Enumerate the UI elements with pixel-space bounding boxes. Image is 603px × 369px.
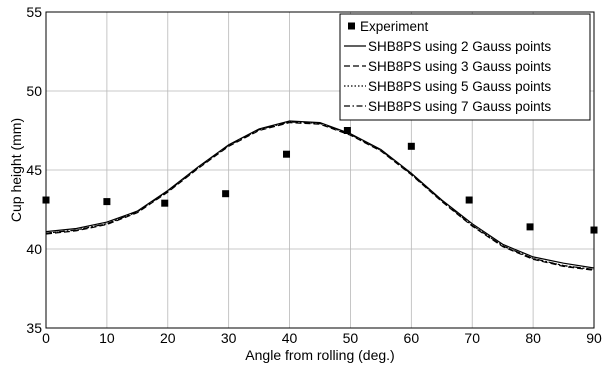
experiment-point — [343, 127, 351, 134]
x-tick-label: 60 — [404, 330, 420, 346]
x-tick-label: 40 — [282, 330, 298, 346]
experiment-point — [526, 223, 534, 231]
experiment-point — [283, 150, 291, 158]
experiment-point — [161, 199, 169, 207]
experiment-point — [222, 190, 230, 198]
y-tick-label: 55 — [26, 4, 42, 20]
legend-label-0: Experiment — [360, 19, 429, 34]
y-tick-label: 40 — [26, 241, 42, 257]
legend-box — [339, 13, 591, 121]
y-tick-label: 50 — [26, 83, 42, 99]
x-tick-label: 70 — [464, 330, 480, 346]
x-tick-label: 10 — [99, 330, 115, 346]
series-line-1 — [45, 120, 595, 269]
legend-label-4: SHB8PS using 7 Gauss points — [368, 99, 551, 114]
y-tick-label: 35 — [26, 320, 42, 336]
legend-marker-experiment — [348, 22, 355, 30]
tick-labels: 0 10 20 30 40 50 60 70 80 90 35 40 45 50 55 — [26, 4, 602, 346]
series-lines — [45, 120, 595, 271]
series-line-2 — [45, 121, 595, 271]
x-tick-label: 90 — [586, 330, 602, 346]
experiment-point — [407, 142, 415, 150]
y-tick-label: 45 — [26, 162, 42, 178]
experiment-point — [465, 196, 473, 204]
plot-frame — [45, 11, 595, 329]
y-axis-label: Cup height (mm) — [8, 118, 24, 222]
legend-label-1: SHB8PS using 2 Gauss points — [368, 39, 551, 54]
x-tick-label: 30 — [221, 330, 237, 346]
experiment-point — [103, 198, 111, 206]
legend-label-2: SHB8PS using 3 Gauss points — [368, 59, 551, 74]
x-tick-label: 20 — [160, 330, 176, 346]
legend-label-3: SHB8PS using 5 Gauss points — [368, 79, 551, 94]
x-tick-label: 80 — [525, 330, 541, 346]
x-tick-label: 50 — [343, 330, 359, 346]
legend: Experiment SHB8PS using 2 Gauss points SHB… — [339, 13, 591, 121]
series-line-4 — [45, 121, 595, 271]
x-tick-label: 0 — [42, 330, 50, 346]
x-axis-label: Angle from rolling (deg.) — [245, 347, 394, 363]
